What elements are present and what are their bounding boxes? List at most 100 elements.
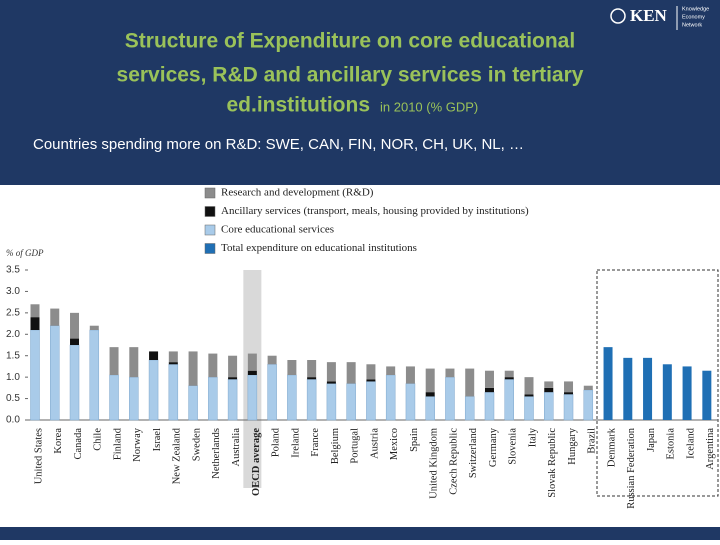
bar-segment	[69, 344, 80, 421]
subtitle: Countries spending more on R&D: SWE, CAN…	[33, 136, 524, 153]
plot: 0.0 0.5 1.0 1.5 2.0 2.5 3.0 3.5 United States Kor…	[6, 187, 718, 509]
bar-segment	[50, 308, 60, 326]
bar-segment	[504, 370, 514, 378]
bar-segment	[405, 366, 415, 384]
bar-segment	[287, 360, 297, 375]
bar-segment	[346, 362, 356, 384]
bar-segment	[247, 370, 257, 375]
x-tick-label: Germany	[488, 427, 499, 467]
x-tick-label: Iceland	[685, 427, 696, 459]
bar-segment	[563, 394, 574, 421]
x-tick-label: Mexico	[389, 428, 400, 460]
bar-segment	[583, 389, 594, 421]
x-tick-label: Chile	[93, 428, 104, 451]
x-tick-label: Australia	[231, 428, 242, 467]
x-tick-label: Netherlands	[211, 428, 222, 479]
title-line: services, R&D and ancillary services in …	[117, 64, 584, 87]
bar-segment	[425, 368, 435, 393]
x-tick-label: Hungary	[567, 427, 578, 464]
y-axis-label: % of GDP	[6, 248, 44, 258]
y-tick-label: 0.0	[6, 415, 20, 426]
bar-segment	[188, 385, 198, 421]
bar-segment	[445, 376, 455, 421]
x-tick-label: Austria	[369, 428, 380, 459]
x-tick-label: Korea	[53, 428, 64, 454]
legend-label: Core educational services	[221, 224, 334, 236]
bar-segment	[544, 391, 554, 421]
x-tick-label: OECD average	[251, 428, 262, 496]
x-tick-label: Switzerland	[468, 427, 479, 478]
logo-small: Network	[682, 22, 702, 28]
x-tick-label: United Kingdom	[429, 428, 440, 499]
y-tick-label: 2.0	[6, 329, 20, 340]
title-line: ed.institutions	[227, 94, 371, 117]
logo-small: Economy	[682, 14, 705, 20]
bar-segment	[484, 387, 494, 393]
bar-segment	[30, 304, 40, 318]
bar-segment	[208, 376, 218, 421]
title-line: Structure of Expenditure on core educati…	[125, 30, 575, 53]
bar-segment	[425, 396, 435, 421]
bar-segment	[504, 379, 514, 421]
logo-icon	[610, 8, 626, 24]
bar-segment	[30, 329, 40, 421]
bar-segment	[129, 376, 139, 421]
bar-segment	[366, 381, 376, 421]
bar-segment	[50, 325, 60, 421]
header-band	[0, 0, 720, 185]
bar-segment	[70, 312, 80, 339]
legend-label: Ancillary services (transport, meals, ho…	[221, 205, 529, 217]
legend-swatch	[204, 206, 216, 217]
bar-segment	[524, 394, 534, 397]
footer-band	[0, 527, 720, 540]
x-tick-label: Sweden	[191, 427, 202, 461]
x-tick-label: Norway	[132, 427, 143, 462]
bar-segment	[524, 377, 534, 395]
bar-segment	[544, 381, 554, 388]
bar-segment	[267, 364, 277, 421]
title-suffix: in 2010 (% GDP)	[380, 99, 478, 114]
bar-segment	[109, 374, 119, 421]
x-tick-label: Slovak Republic	[547, 428, 558, 498]
bar-segment	[267, 355, 277, 365]
bar-segment	[603, 347, 613, 420]
x-tick-label: Japan	[646, 427, 657, 452]
bar-segment	[307, 360, 317, 378]
legend-swatch	[204, 243, 216, 254]
bar-segment	[70, 338, 80, 345]
bar-segment	[662, 364, 672, 420]
bar-segment	[564, 392, 574, 395]
bar-segment	[445, 368, 455, 378]
bar-segment	[544, 387, 554, 393]
bar-segment	[227, 379, 238, 421]
logo: KEN	[630, 6, 668, 25]
legend-label: Total expenditure on educational institu…	[221, 242, 417, 254]
x-tick-label: Canada	[73, 428, 84, 460]
bar-segment	[346, 383, 356, 421]
x-tick-label: Argentina	[705, 428, 716, 470]
bar-segment	[425, 392, 435, 397]
bar-segment	[287, 374, 297, 421]
bar-segment	[484, 370, 494, 388]
bar-segment	[583, 385, 593, 390]
bar-segment	[168, 362, 178, 365]
bar-segment	[702, 370, 712, 420]
y-tick-label: 1.0	[6, 372, 20, 383]
x-tick-label: New Zealand	[172, 427, 183, 484]
bar-segment	[89, 325, 99, 330]
bar-segment	[326, 381, 336, 384]
bar-segment	[149, 351, 159, 360]
bar-segment	[30, 317, 40, 330]
x-tick-label: Italy	[527, 427, 538, 447]
bar-segment	[168, 364, 179, 421]
bar-segment	[208, 353, 218, 378]
x-tick-label: Israel	[152, 428, 163, 451]
bar-segment	[168, 351, 178, 363]
x-tick-label: Belgium	[330, 428, 341, 464]
x-tick-label: Finland	[112, 427, 123, 460]
bar-segment	[326, 383, 337, 421]
bar-segment	[366, 364, 376, 380]
bar-segment	[109, 347, 119, 375]
bar-segment	[484, 391, 495, 421]
bar-segment	[228, 355, 238, 378]
